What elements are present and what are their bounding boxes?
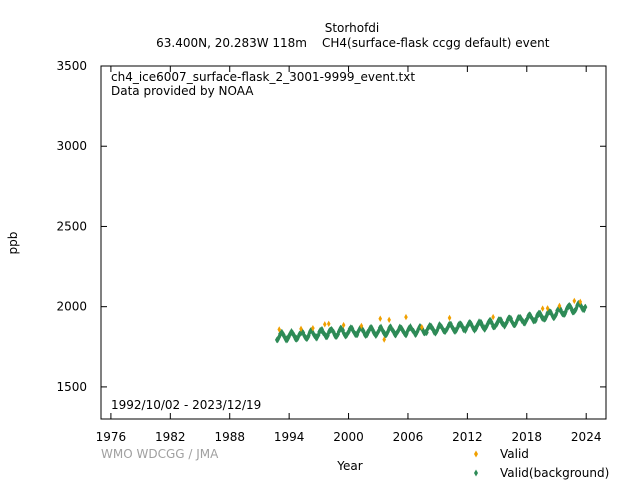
- x-tick-label: 2024: [571, 430, 602, 444]
- data-point-valid: [578, 298, 583, 306]
- x-tick-label: 2012: [452, 430, 483, 444]
- x-tick-label: 2000: [333, 430, 364, 444]
- x-tick-label: 1982: [155, 430, 186, 444]
- data-point-valid: [277, 326, 282, 333]
- y-tick-label: 2000: [56, 300, 87, 314]
- x-tick-label: 2018: [512, 430, 543, 444]
- legend: Valid Valid(background): [474, 447, 609, 480]
- x-axis: 1976 1982 1988 1994 2000 2006 2012 2018 2024: [96, 66, 602, 444]
- y-axis-label: ppb: [6, 232, 20, 255]
- data-point-valid: [359, 322, 364, 330]
- series-valid: [277, 297, 583, 343]
- chart-title: Storhofdi: [325, 21, 380, 35]
- data-provider-annotation: Data provided by NOAA: [111, 84, 254, 98]
- data-point-valid: [420, 324, 424, 331]
- data-point-valid: [557, 302, 562, 310]
- data-point-valid: [341, 321, 346, 329]
- data-point-valid: [491, 313, 495, 321]
- data-point-valid: [299, 325, 303, 333]
- data-point-valid: [326, 320, 331, 328]
- data-point-valid-background: [365, 331, 370, 339]
- data-point-valid-background: [277, 333, 282, 340]
- data-point-valid: [387, 316, 391, 324]
- legend-label-valid: Valid: [500, 447, 529, 461]
- data-point-valid: [540, 305, 545, 312]
- data-point-valid-background: [554, 310, 559, 317]
- chart-subtitle-parameter: CH4(surface-flask ccgg default) event: [322, 36, 550, 50]
- data-point-valid: [382, 336, 386, 343]
- legend-marker-valid: [474, 450, 478, 458]
- series-valid-background: [274, 299, 588, 344]
- chart-header: Storhofdi 63.400N, 20.283W 118m CH4(surf…: [156, 21, 550, 50]
- data-point-valid: [447, 314, 452, 322]
- data-point-valid-background: [336, 331, 341, 338]
- data-point-valid: [311, 324, 315, 332]
- plot-area-frame: [100, 65, 607, 420]
- data-point-valid: [545, 305, 550, 312]
- legend-marker-valid-background: [474, 469, 478, 477]
- data-point-valid: [404, 313, 408, 321]
- x-tick-label: 2006: [393, 430, 424, 444]
- data-point-valid: [322, 321, 327, 328]
- file-name-annotation: ch4_ice6007_surface-flask_2_3001-9999_ev…: [111, 70, 415, 84]
- x-tick-label: 1988: [214, 430, 245, 444]
- data-point-valid: [378, 315, 383, 322]
- x-axis-label: Year: [336, 459, 362, 473]
- y-tick-label: 1500: [56, 380, 87, 394]
- data-point-valid-background: [583, 303, 588, 311]
- y-tick-label: 3500: [56, 59, 87, 73]
- data-point-valid-background: [425, 329, 429, 336]
- chart-subtitle-location: 63.400N, 20.283W 118m: [156, 36, 307, 50]
- y-tick-label: 3000: [56, 139, 87, 153]
- data-point-valid: [572, 297, 577, 305]
- x-tick-label: 1994: [274, 430, 305, 444]
- date-range-annotation: 1992/10/02 - 2023/12/19: [111, 398, 261, 412]
- data-point-valid-background: [490, 320, 495, 328]
- x-tick-label: 1976: [96, 430, 127, 444]
- legend-label-valid-background: Valid(background): [500, 466, 609, 480]
- y-axis: 1500 2000 2500 3000 3500: [56, 59, 606, 394]
- y-tick-label: 2500: [56, 219, 87, 233]
- credit-label: WMO WDCGG / JMA: [101, 447, 219, 461]
- data-point-valid-background: [558, 305, 562, 312]
